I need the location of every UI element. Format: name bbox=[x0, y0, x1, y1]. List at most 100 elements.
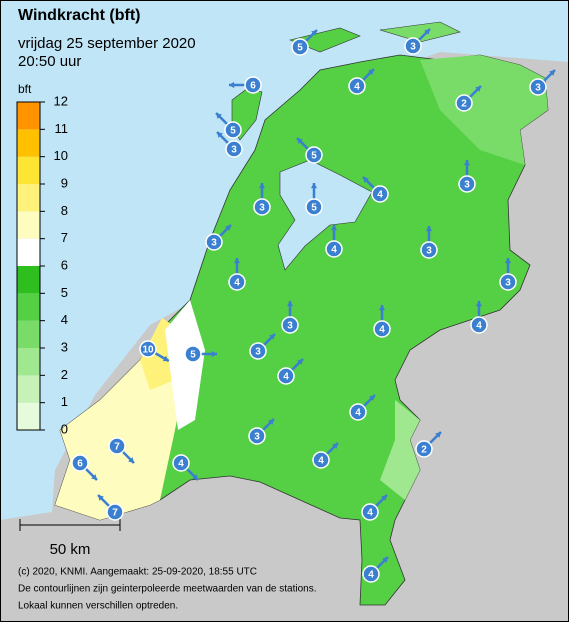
station-marker bbox=[499, 273, 517, 291]
station-value: 4 bbox=[355, 408, 361, 419]
sea bbox=[0, 0, 569, 520]
station-marker bbox=[291, 38, 309, 56]
station-marker bbox=[184, 345, 202, 363]
legend-swatch bbox=[17, 348, 40, 376]
legend-tick-label: 6 bbox=[61, 257, 68, 272]
station-value: 4 bbox=[377, 190, 383, 201]
wind-arrow-head bbox=[425, 226, 433, 232]
station-value: 5 bbox=[297, 43, 303, 54]
station-value: 4 bbox=[368, 570, 374, 581]
wind-arrow-head bbox=[211, 350, 217, 358]
station-value: 5 bbox=[230, 126, 236, 137]
wind-arrow-head bbox=[91, 474, 97, 480]
station-value: 4 bbox=[234, 278, 240, 289]
wind-arrow-head bbox=[378, 305, 386, 311]
station-marker bbox=[108, 437, 126, 455]
island bbox=[379, 21, 461, 43]
title: Windkracht (bft) bbox=[18, 7, 141, 24]
station-value: 4 bbox=[318, 456, 324, 467]
wind-arrow-head bbox=[369, 395, 375, 401]
legend-swatch bbox=[17, 293, 40, 321]
wind-arrow-head bbox=[310, 183, 318, 189]
wind-arrow-head bbox=[98, 495, 104, 501]
legend-swatch bbox=[17, 102, 40, 130]
wind-arrow-head bbox=[382, 557, 388, 563]
station-value: 3 bbox=[255, 347, 261, 358]
station-value: 3 bbox=[211, 238, 217, 249]
legend-swatch bbox=[17, 211, 40, 239]
station-value: 6 bbox=[250, 81, 256, 92]
station-value: 3 bbox=[505, 278, 511, 289]
legend-swatch bbox=[17, 184, 40, 212]
station-marker bbox=[71, 454, 89, 472]
station-value: 4 bbox=[379, 325, 385, 336]
station-value: 4 bbox=[476, 321, 482, 332]
station-marker bbox=[139, 340, 157, 358]
wind-arrow-head bbox=[297, 138, 303, 144]
station-marker bbox=[248, 427, 266, 445]
station-value: 4 bbox=[283, 372, 289, 383]
legend-swatch bbox=[17, 129, 40, 157]
legend-swatch bbox=[17, 156, 40, 184]
station-marker bbox=[470, 316, 488, 334]
wind-arrow-head bbox=[424, 29, 430, 35]
station-marker bbox=[172, 454, 190, 472]
wind-arrow-head bbox=[225, 225, 231, 231]
station-marker bbox=[205, 233, 223, 251]
station-value: 4 bbox=[354, 82, 360, 93]
wind-arrow-head bbox=[363, 177, 369, 183]
time: 20:50 uur bbox=[18, 53, 81, 70]
station-marker bbox=[362, 565, 380, 583]
station-marker bbox=[228, 273, 246, 291]
legend-tick-label: 1 bbox=[61, 394, 68, 409]
wind-arrow-head bbox=[258, 183, 266, 189]
station-marker bbox=[312, 451, 330, 469]
legend-swatch bbox=[17, 375, 40, 403]
wind-arrow-head bbox=[286, 301, 294, 307]
legend-tick-label: 0 bbox=[61, 421, 68, 436]
wind-arrow-head bbox=[269, 334, 275, 340]
station-marker bbox=[373, 320, 391, 338]
zone-2 bbox=[380, 400, 420, 500]
legend-tick-label: 10 bbox=[54, 148, 68, 163]
stations: 5 3 3 6 4 2 5 3 5 4 3 3 5 3 4 3 4 3 3 4 4 10 5 3 4 4 3 7 6 2 4 4 7 4 4 bbox=[71, 28, 556, 583]
station-marker bbox=[244, 76, 262, 94]
wind-arrow-head bbox=[192, 474, 198, 480]
station-marker bbox=[249, 342, 267, 360]
legend-tick-label: 4 bbox=[61, 312, 68, 327]
legend-tick-label: 7 bbox=[61, 230, 68, 245]
station-marker bbox=[305, 146, 323, 164]
station-value: 7 bbox=[114, 442, 120, 453]
station-value: 3 bbox=[464, 180, 470, 191]
station-value: 5 bbox=[311, 151, 317, 162]
station-value: 6 bbox=[77, 459, 83, 470]
legend-swatch bbox=[17, 266, 40, 294]
wind-arrow-head bbox=[475, 301, 483, 307]
station-value: 4 bbox=[178, 459, 184, 470]
station-value: 3 bbox=[426, 246, 432, 257]
wind-arrow-head bbox=[381, 495, 387, 501]
station-value: 7 bbox=[112, 508, 118, 519]
legend-tick-label: 11 bbox=[55, 121, 69, 136]
wind-arrow-head bbox=[475, 86, 481, 92]
legend-tick-label: 5 bbox=[61, 285, 68, 300]
date: vrijdag 25 september 2020 bbox=[18, 35, 196, 52]
station-marker bbox=[404, 37, 422, 55]
station-marker bbox=[325, 240, 343, 258]
wind-arrow-head bbox=[268, 419, 274, 425]
wind-arrow-head bbox=[504, 258, 512, 264]
wind-arrow-head bbox=[330, 225, 338, 231]
station-marker bbox=[225, 140, 243, 158]
station-value: 5 bbox=[190, 350, 196, 361]
legend-tick-label: 2 bbox=[61, 367, 68, 382]
wind-arrow-head bbox=[128, 457, 134, 463]
wind-arrow-head bbox=[217, 132, 223, 138]
station-marker bbox=[415, 440, 433, 458]
station-value: 3 bbox=[231, 145, 237, 156]
footer-line: De contourlijnen zijn geinterpoleerde me… bbox=[18, 584, 317, 595]
station-value: 4 bbox=[331, 245, 337, 256]
zone-6 bbox=[165, 300, 205, 430]
legend-swatch bbox=[17, 238, 40, 266]
station-marker bbox=[455, 94, 473, 112]
